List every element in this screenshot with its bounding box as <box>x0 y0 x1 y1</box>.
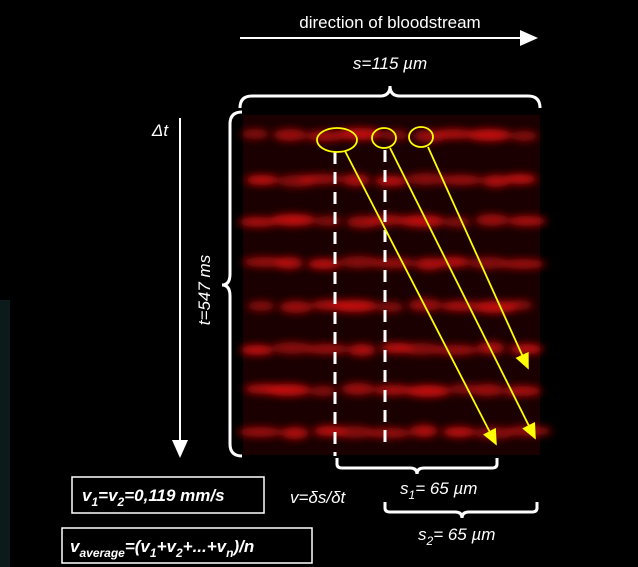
red-cell-streak <box>332 300 378 312</box>
kymograph <box>237 115 552 455</box>
red-cell-streak <box>442 427 476 437</box>
red-cell-streak <box>434 129 474 139</box>
red-cell-streak <box>309 386 337 396</box>
red-cell-streak <box>510 131 538 141</box>
formula-part: v <box>82 486 93 505</box>
annotation-lines <box>61 30 542 564</box>
red-cell-streak <box>373 385 413 395</box>
delta-t-label: Δt <box>151 121 169 140</box>
red-cell-streak <box>245 175 279 185</box>
red-cell-streak <box>281 427 309 439</box>
cell-markers <box>316 126 536 446</box>
red-cell-streak <box>503 174 537 184</box>
red-cell-streak <box>443 217 471 227</box>
formula-part: s <box>400 479 409 498</box>
red-cell-streak <box>374 176 408 186</box>
red-cell-streak <box>438 175 484 185</box>
subscript: 2 <box>175 546 183 560</box>
red-cell-streak <box>341 383 375 395</box>
red-cell-streak <box>468 257 508 269</box>
subscript: 1 <box>409 488 416 502</box>
red-cell-streak <box>339 256 379 268</box>
subscript: 1 <box>150 546 157 560</box>
red-cell-streak <box>307 259 341 269</box>
red-cell-streak <box>507 216 547 226</box>
red-cell-streak <box>466 129 512 141</box>
red-cell-streak <box>410 425 438 437</box>
red-cell-streak <box>406 173 446 185</box>
red-cell-streak <box>433 345 479 355</box>
subscript: 2 <box>117 495 125 509</box>
formula-part: s <box>418 525 427 544</box>
red-cell-streak <box>376 302 404 312</box>
red-cell-streak <box>415 258 443 270</box>
red-cell-streak <box>237 427 283 437</box>
red-cell-streak <box>298 174 344 184</box>
velocity-label: v=δs/δt <box>290 488 347 507</box>
red-cell-streak <box>502 386 542 396</box>
red-cell-streak <box>314 216 342 226</box>
subscript: 1 <box>91 495 98 509</box>
red-cell-streak <box>436 257 470 267</box>
red-cell-streak <box>505 300 533 310</box>
formula-part: =0,119 mm/s <box>124 486 224 505</box>
subscript: average <box>79 546 125 560</box>
time-label: t=547 ms <box>195 254 214 325</box>
red-cell-streak <box>500 259 546 269</box>
subscript: 2 <box>426 534 434 548</box>
red-cell-streak <box>405 385 451 397</box>
direction-label: direction of bloodstream <box>299 13 480 32</box>
red-cell-streak <box>272 342 312 354</box>
formula-part: =v <box>98 486 119 505</box>
formula-part: +...+v <box>183 537 228 556</box>
equal-velocity-formula: v1=v2=0,119 mm/s <box>82 486 225 509</box>
red-cell-streak <box>304 344 350 354</box>
red-cell-streak <box>240 345 274 355</box>
red-cell-streak <box>247 301 275 311</box>
formula-part: v <box>70 537 81 556</box>
red-cell-streak <box>475 214 509 226</box>
red-cell-streak <box>279 301 313 313</box>
red-cell-streak <box>401 343 441 355</box>
red-cell-streak <box>348 344 376 356</box>
red-cell-streak <box>342 174 370 186</box>
red-cell-streak <box>270 214 316 226</box>
subscript: n <box>226 546 233 560</box>
formula-part: )/n <box>231 537 254 556</box>
red-cell-streak <box>238 217 278 227</box>
red-cell-streak <box>367 215 407 225</box>
red-cell-streak <box>371 258 417 268</box>
average-velocity-formula: vaverage=(v1+v2+...+vn)/n <box>70 537 254 560</box>
red-cell-streak <box>334 426 374 438</box>
formula-part: = 65 µm <box>433 525 495 544</box>
red-cell-streak <box>275 257 303 269</box>
red-cell-streak <box>470 384 504 396</box>
red-cell-streak <box>482 175 510 187</box>
red-cell-streak <box>366 428 412 438</box>
red-cell-streak <box>449 384 477 394</box>
formula-part: =(v <box>125 537 152 556</box>
red-cell-streak <box>273 129 307 141</box>
formula-part: = 65 µm <box>415 479 477 498</box>
dashed-lines <box>333 150 387 456</box>
red-cell-streak <box>241 129 269 139</box>
red-cell-streak <box>399 215 445 227</box>
formula-part: +v <box>157 537 178 556</box>
s2-label: s2= 65 µm <box>418 525 495 548</box>
edge-strip <box>0 300 10 567</box>
red-cell-streak <box>305 131 345 141</box>
red-cell-streak <box>265 384 311 396</box>
red-cell-streak <box>509 344 543 354</box>
s1-label: s1= 65 µm <box>400 479 477 502</box>
length-label: s=115 µm <box>353 54 427 73</box>
